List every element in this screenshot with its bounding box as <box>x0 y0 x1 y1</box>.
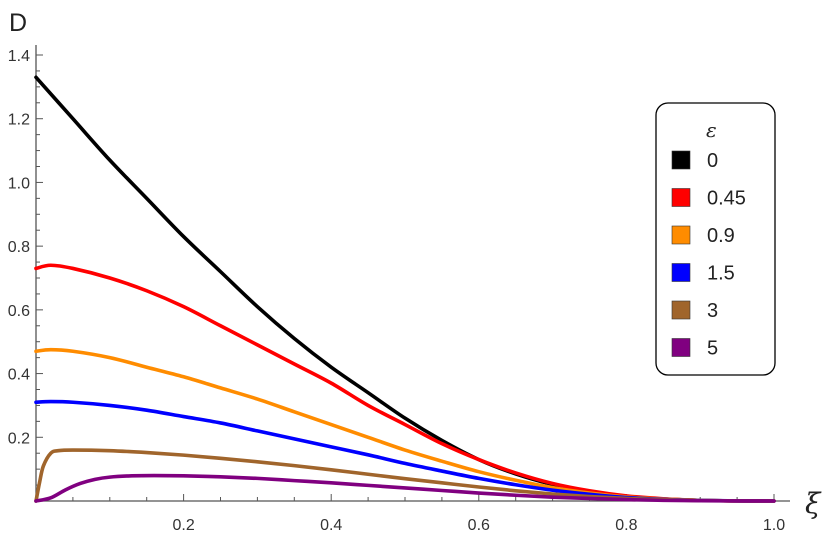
legend-swatch <box>671 263 691 282</box>
legend-label: 0 <box>707 150 718 172</box>
legend: ε 0 0.45 0.9 1.5 3 5 <box>655 102 776 376</box>
x-ticks: 0.2 0.4 0.6 0.8 1.0 <box>72 494 785 534</box>
legend-label: 3 <box>707 300 718 322</box>
x-tick-label: 0.4 <box>320 517 342 534</box>
y-tick-label: 0.8 <box>8 239 30 256</box>
legend-swatch <box>671 300 691 320</box>
y-ticks: 0.2 0.4 0.6 0.8 1.0 1.2 1.4 <box>8 48 43 486</box>
legend-label: 0.45 <box>707 188 746 210</box>
x-tick-label: 1.0 <box>763 517 785 534</box>
y-axis-title: D <box>9 9 27 37</box>
y-tick-label: 1.4 <box>8 48 30 65</box>
legend-items: 0 0.45 0.9 1.5 3 5 <box>671 150 746 360</box>
legend-label: 0.9 <box>707 225 735 247</box>
series-line-eps-5 <box>34 473 776 503</box>
y-tick-label: 0.6 <box>8 303 30 320</box>
x-axis-title: ξ <box>805 487 822 520</box>
legend-title: ε <box>706 118 717 142</box>
y-tick-label: 1.0 <box>8 175 30 192</box>
x-tick-label: 0.2 <box>172 517 194 534</box>
y-tick-label: 1.2 <box>8 112 30 129</box>
legend-swatch <box>671 338 691 357</box>
x-tick-label: 0.8 <box>615 517 637 534</box>
legend-swatch <box>671 188 691 207</box>
series-group <box>34 75 776 503</box>
axes: 0.2 0.4 0.6 0.8 1.0 0.20.40.60.81.01.21.4 D … <box>8 9 822 534</box>
y-tick-label: 0.2 <box>8 430 30 447</box>
y-tick-label: 0.4 <box>8 367 30 384</box>
legend-label: 1.5 <box>707 263 735 285</box>
legend-swatch <box>671 150 691 170</box>
legend-swatch <box>671 225 691 245</box>
x-tick-label: 0.6 <box>468 517 490 534</box>
legend-label: 5 <box>707 338 718 360</box>
